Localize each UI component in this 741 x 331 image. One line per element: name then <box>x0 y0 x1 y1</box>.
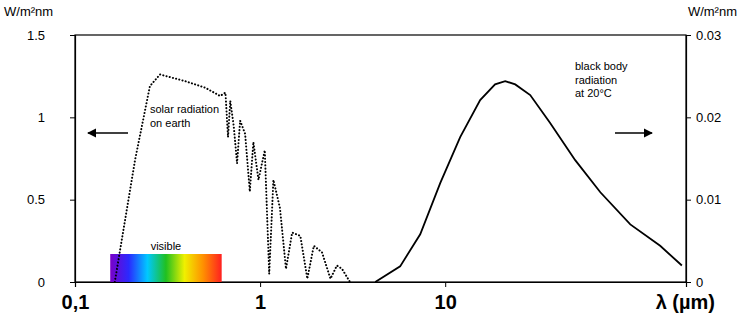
x-axis-tick-mark <box>260 282 261 287</box>
y-axis-tick-mark <box>70 35 75 36</box>
y-axis-tick-mark <box>70 282 75 283</box>
series-label-line: on earth <box>150 117 190 129</box>
y2-axis-tick-mark <box>686 117 691 118</box>
y-axis-tick-label: 1.5 <box>27 28 45 43</box>
y2-axis-line <box>687 36 692 283</box>
y2-axis-tick-mark <box>686 200 691 201</box>
y2-axis-tick: 0.02 <box>686 110 721 125</box>
plot-area <box>110 75 682 282</box>
series-label-line: black body <box>575 60 628 72</box>
axis-arrow <box>615 132 652 133</box>
y2-axis-tick-mark <box>686 282 691 283</box>
y-axis-tick: 1.5 <box>27 28 75 43</box>
x-axis-tick-label: 0,1 <box>62 291 90 313</box>
y2-axis-tick: 0 <box>686 275 703 290</box>
visible-label: visible <box>151 240 182 252</box>
y2-axis-tick-label: 0.03 <box>696 28 721 43</box>
y-axis-line <box>70 36 76 283</box>
series-line <box>115 75 350 282</box>
series-label: solar radiation on earth <box>150 103 219 129</box>
series-label-line: solar radiation <box>150 103 219 115</box>
y2-axis-tick-label: 0.02 <box>696 110 721 125</box>
chart: 0,1 1 10 0 0.5 1 1.5 0 0.01 0.02 0.03 W/m²nm W/m²nm λ… <box>0 0 741 331</box>
y2-axis-tick-label: 0 <box>696 275 703 290</box>
y-axis-tick: 0.5 <box>27 192 75 207</box>
y2-axis-tick-label: 0.01 <box>696 192 721 207</box>
y2-axis-tick-mark <box>686 35 691 36</box>
series-label: black body radiationat 20°C <box>575 60 628 99</box>
x-axis-title: λ (µm) <box>656 291 715 313</box>
series-label-line: radiation <box>575 74 617 86</box>
y-axis-tick-mark <box>70 117 75 118</box>
y-axis: 0 0.5 1 1.5 <box>27 28 76 290</box>
series-label-line: at 20°C <box>575 87 612 99</box>
x-axis-tick: 10 <box>435 282 457 313</box>
axis-arrow <box>88 132 128 133</box>
x-axis-line <box>76 283 687 288</box>
y-axis-tick-label: 1 <box>38 110 45 125</box>
y2-axis-tick: 0.03 <box>686 28 721 43</box>
y-axis-tick: 0 <box>38 275 75 290</box>
plot-frame <box>75 35 686 282</box>
x-axis-tick-mark <box>445 282 446 287</box>
x-axis-tick-label: 1 <box>255 291 266 313</box>
y-axis-tick-mark <box>70 200 75 201</box>
y-axis-tick: 1 <box>38 110 75 125</box>
y-axis-tick-label: 0 <box>38 275 45 290</box>
y2-axis-title: W/m²nm <box>688 4 737 19</box>
y-axis-tick-label: 0.5 <box>27 192 45 207</box>
x-axis-tick: 0,1 <box>62 282 90 313</box>
x-axis-tick-label: 10 <box>435 291 457 313</box>
x-axis-tick: 1 <box>255 282 266 313</box>
y2-axis: 0 0.01 0.02 0.03 <box>686 28 721 290</box>
series-line <box>375 81 682 282</box>
y2-axis-tick: 0.01 <box>686 192 721 207</box>
x-axis: 0,1 1 10 <box>62 282 687 313</box>
y-axis-title: W/m²nm <box>4 4 53 19</box>
visible-band <box>110 254 221 282</box>
